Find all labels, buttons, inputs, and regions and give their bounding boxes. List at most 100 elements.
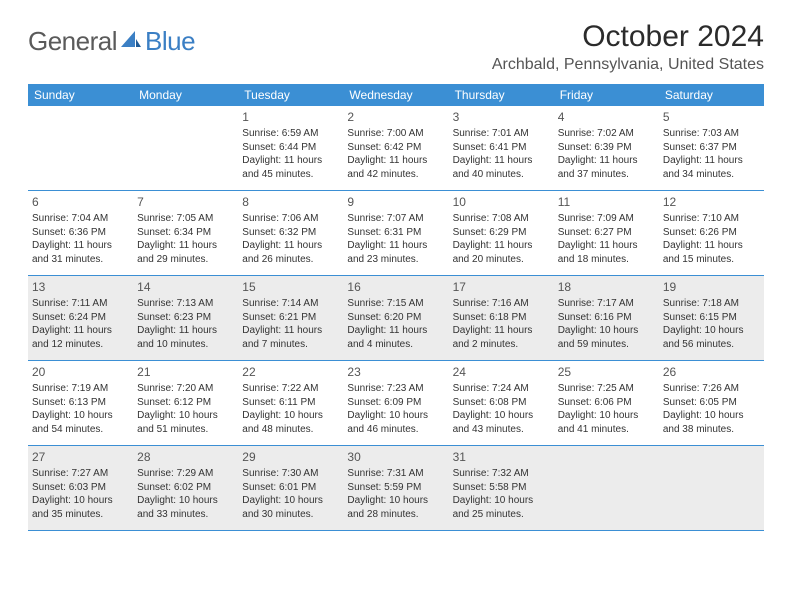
day-number: 16 [347,279,444,295]
sunrise-line: Sunrise: 7:15 AM [347,297,444,311]
calendar-day: 3Sunrise: 7:01 AMSunset: 6:41 PMDaylight… [449,106,554,190]
location: Archbald, Pennsylvania, United States [492,56,764,74]
sunset-line: Sunset: 6:32 PM [242,226,339,240]
day-number: 3 [453,109,550,125]
calendar-day-empty [659,446,764,530]
daylight-line: Daylight: 10 hours and 59 minutes. [558,324,655,351]
calendar-day: 4Sunrise: 7:02 AMSunset: 6:39 PMDaylight… [554,106,659,190]
daylight-line: Daylight: 11 hours and 29 minutes. [137,239,234,266]
daylight-line: Daylight: 10 hours and 41 minutes. [558,409,655,436]
sunset-line: Sunset: 5:59 PM [347,481,444,495]
daylight-line: Daylight: 10 hours and 33 minutes. [137,494,234,521]
calendar-day: 21Sunrise: 7:20 AMSunset: 6:12 PMDayligh… [133,361,238,445]
sunset-line: Sunset: 6:12 PM [137,396,234,410]
calendar-day: 22Sunrise: 7:22 AMSunset: 6:11 PMDayligh… [238,361,343,445]
sunrise-line: Sunrise: 7:17 AM [558,297,655,311]
weekday-header: Saturday [659,84,764,106]
sunrise-line: Sunrise: 7:11 AM [32,297,129,311]
calendar-day-empty [554,446,659,530]
calendar-day: 20Sunrise: 7:19 AMSunset: 6:13 PMDayligh… [28,361,133,445]
daylight-line: Daylight: 11 hours and 42 minutes. [347,154,444,181]
calendar-day: 6Sunrise: 7:04 AMSunset: 6:36 PMDaylight… [28,191,133,275]
sunrise-line: Sunrise: 7:04 AM [32,212,129,226]
daylight-line: Daylight: 10 hours and 38 minutes. [663,409,760,436]
calendar-day: 31 Sunrise: 7:32 AMSunset: 5:58 PMDayligh… [449,446,554,530]
sunrise-line: Sunrise: 6:59 AM [242,127,339,141]
day-number: 1 [242,109,339,125]
sunrise-line: Sunrise: 7:25 AM [558,382,655,396]
logo-sail-icon [121,29,143,54]
day-number: 31 [453,449,550,465]
day-number: 5 [663,109,760,125]
sunset-line: Sunset: 6:09 PM [347,396,444,410]
day-number: 25 [558,364,655,380]
day-number: 11 [558,194,655,210]
sunset-line: Sunset: 6:37 PM [663,141,760,155]
daylight-line: Daylight: 10 hours and 46 minutes. [347,409,444,436]
calendar-day: 19Sunrise: 7:18 AMSunset: 6:15 PMDayligh… [659,276,764,360]
sunset-line: Sunset: 6:34 PM [137,226,234,240]
calendar-day: 29Sunrise: 7:30 AMSunset: 6:01 PMDayligh… [238,446,343,530]
day-number: 28 [137,449,234,465]
sunset-line: Sunset: 6:20 PM [347,311,444,325]
sunrise-line: Sunrise: 7:02 AM [558,127,655,141]
sunset-line: Sunset: 6:08 PM [453,396,550,410]
month-title: October 2024 [492,20,764,54]
sunset-line: Sunset: 6:11 PM [242,396,339,410]
calendar-day: 7Sunrise: 7:05 AMSunset: 6:34 PMDaylight… [133,191,238,275]
calendar-day: 1Sunrise: 6:59 AMSunset: 6:44 PMDaylight… [238,106,343,190]
logo-text-blue: Blue [145,26,195,57]
calendar-day: 17Sunrise: 7:16 AMSunset: 6:18 PMDayligh… [449,276,554,360]
weekday-header: Wednesday [343,84,448,106]
calendar-day: 23 Sunrise: 7:23 AMSunset: 6:09 PMDayligh… [343,361,448,445]
sunrise-line: Sunrise: 7:31 AM [347,467,444,481]
day-number: 27 [32,449,129,465]
day-number: 8 [242,194,339,210]
daylight-line: Daylight: 11 hours and 20 minutes. [453,239,550,266]
calendar-week: 1Sunrise: 6:59 AMSunset: 6:44 PMDaylight… [28,106,764,191]
calendar-day: 24Sunrise: 7:24 AMSunset: 6:08 PMDayligh… [449,361,554,445]
calendar-day: 18Sunrise: 7:17 AMSunset: 6:16 PMDayligh… [554,276,659,360]
daylight-line: Daylight: 10 hours and 25 minutes. [453,494,550,521]
calendar-day: 15Sunrise: 7:14 AMSunset: 6:21 PMDayligh… [238,276,343,360]
sunset-line: Sunset: 6:21 PM [242,311,339,325]
logo-text-general: General [28,26,117,57]
sunrise-line: Sunrise: 7:23 AM [347,382,444,396]
sunset-line: Sunset: 6:05 PM [663,396,760,410]
sunrise-line: Sunrise: 7:20 AM [137,382,234,396]
day-number: 12 [663,194,760,210]
daylight-line: Daylight: 11 hours and 12 minutes. [32,324,129,351]
daylight-line: Daylight: 11 hours and 45 minutes. [242,154,339,181]
sunrise-line: Sunrise: 7:08 AM [453,212,550,226]
daylight-line: Daylight: 10 hours and 35 minutes. [32,494,129,521]
sunrise-line: Sunrise: 7:00 AM [347,127,444,141]
daylight-line: Daylight: 11 hours and 10 minutes. [137,324,234,351]
sunrise-line: Sunrise: 7:29 AM [137,467,234,481]
sunset-line: Sunset: 6:31 PM [347,226,444,240]
calendar-day: 11Sunrise: 7:09 AMSunset: 6:27 PMDayligh… [554,191,659,275]
sunset-line: Sunset: 5:58 PM [453,481,550,495]
calendar-day: 10Sunrise: 7:08 AMSunset: 6:29 PMDayligh… [449,191,554,275]
calendar-day: 25Sunrise: 7:25 AMSunset: 6:06 PMDayligh… [554,361,659,445]
daylight-line: Daylight: 10 hours and 48 minutes. [242,409,339,436]
calendar-day: 16Sunrise: 7:15 AMSunset: 6:20 PMDayligh… [343,276,448,360]
sunrise-line: Sunrise: 7:14 AM [242,297,339,311]
sunset-line: Sunset: 6:24 PM [32,311,129,325]
header: General Blue October 2024 Archbald, Penn… [28,20,764,74]
day-number: 23 [347,364,444,380]
calendar-day: 26Sunrise: 7:26 AMSunset: 6:05 PMDayligh… [659,361,764,445]
sunrise-line: Sunrise: 7:32 AM [453,467,550,481]
calendar: SundayMondayTuesdayWednesdayThursdayFrid… [28,84,764,531]
weekday-header: Sunday [28,84,133,106]
sunrise-line: Sunrise: 7:10 AM [663,212,760,226]
daylight-line: Daylight: 11 hours and 18 minutes. [558,239,655,266]
weekday-header: Friday [554,84,659,106]
calendar-day: 30Sunrise: 7:31 AMSunset: 5:59 PMDayligh… [343,446,448,530]
calendar-day-empty [28,106,133,190]
daylight-line: Daylight: 10 hours and 54 minutes. [32,409,129,436]
sunset-line: Sunset: 6:15 PM [663,311,760,325]
sunset-line: Sunset: 6:29 PM [453,226,550,240]
day-number: 26 [663,364,760,380]
sunset-line: Sunset: 6:39 PM [558,141,655,155]
weekday-header-row: SundayMondayTuesdayWednesdayThursdayFrid… [28,84,764,106]
